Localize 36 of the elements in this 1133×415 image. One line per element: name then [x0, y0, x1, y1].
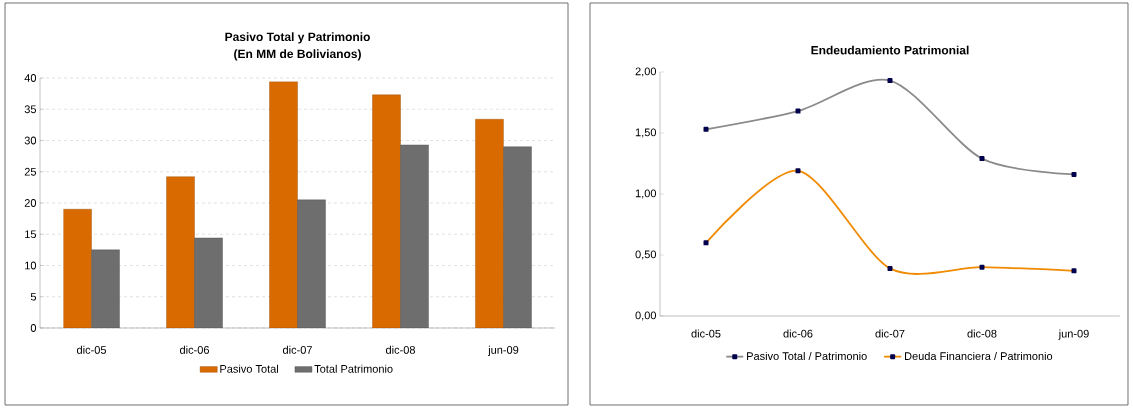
y-tick-label: 20: [24, 199, 37, 207]
y-tick-label: 35: [24, 105, 37, 114]
legend-label: Pasivo Total: [220, 364, 278, 373]
y-tick-label: 15: [25, 230, 37, 239]
bar: [166, 176, 195, 328]
x-tick-label: dic-08: [385, 345, 415, 354]
y-tick-label: 0,00: [635, 311, 657, 321]
x-tick-label: dic-07: [282, 345, 312, 354]
legend-label: Pasivo Total / Patrimonio: [747, 351, 867, 360]
y-tick-label: 0: [30, 324, 37, 332]
bar: [372, 94, 401, 328]
x-tick-label: jun-09: [1058, 329, 1089, 340]
legend-label: Deuda Financiera / Patrimonio: [905, 351, 1053, 360]
x-tick-label: dic-06: [179, 345, 209, 354]
y-tick-label: 10: [25, 261, 37, 270]
y-tick-label: 0,50: [635, 250, 657, 260]
x-tick-label: dic-06: [783, 329, 813, 338]
y-tick-label: 1,50: [635, 128, 657, 138]
bar: [475, 119, 504, 328]
y-tick-label: 2,00: [635, 67, 657, 77]
x-tick-label: dic-08: [967, 329, 997, 338]
bar: [63, 209, 92, 328]
x-tick-label: jun-09: [487, 345, 519, 357]
y-tick-label: 25: [24, 167, 37, 176]
x-tick-label: dic-07: [875, 329, 905, 338]
chart-title: Pasivo Total y Patrimonio: [225, 32, 370, 44]
bar: [269, 81, 298, 328]
y-tick-label: 30: [24, 136, 37, 145]
chart-title: Endeudamiento Patrimonial: [811, 45, 969, 55]
chart-subtitle: (En MM de Bolivianos): [234, 49, 361, 61]
legend-label: Total Patrimonio: [314, 364, 393, 373]
x-tick-label: dic-05: [691, 329, 721, 338]
y-tick-label: 5: [30, 292, 37, 301]
y-tick-label: 40: [24, 74, 37, 82]
x-tick-label: dic-05: [76, 345, 107, 354]
y-tick-label: 1,00: [635, 189, 657, 199]
